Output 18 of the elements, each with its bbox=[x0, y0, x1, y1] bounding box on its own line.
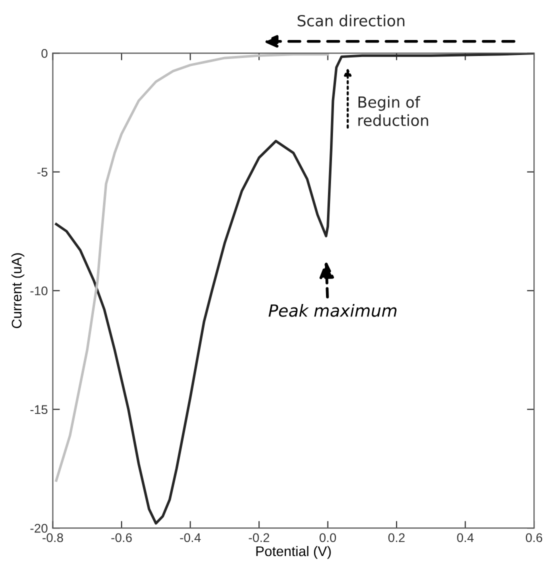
annotation: Peak maximum bbox=[268, 304, 396, 317]
y-tick-label: 0 bbox=[41, 49, 48, 58]
x-tick-label: 0.6 bbox=[526, 533, 542, 542]
y-tick-label: -15 bbox=[30, 405, 48, 414]
y-axis-title: Current (uA) bbox=[11, 253, 24, 328]
x-tick-label: 0.4 bbox=[457, 533, 474, 542]
x-tick-label: -0.8 bbox=[42, 533, 64, 542]
x-tick-label: -0.2 bbox=[248, 533, 270, 542]
text: Scan direction bbox=[298, 14, 404, 26]
x-tick-label: -0.6 bbox=[111, 533, 132, 542]
x-tick-label: 0.0 bbox=[320, 533, 336, 542]
annotation: Begin of reduction bbox=[358, 96, 428, 126]
y-tick-label: -5 bbox=[37, 168, 48, 177]
y-tick-label: -20 bbox=[30, 524, 48, 533]
x-tick-label: 0.2 bbox=[388, 533, 405, 542]
x-tick-label: -0.4 bbox=[180, 533, 201, 542]
y-tick-label: -10 bbox=[30, 286, 48, 296]
x-axis-title: Potential (V) bbox=[256, 546, 331, 559]
